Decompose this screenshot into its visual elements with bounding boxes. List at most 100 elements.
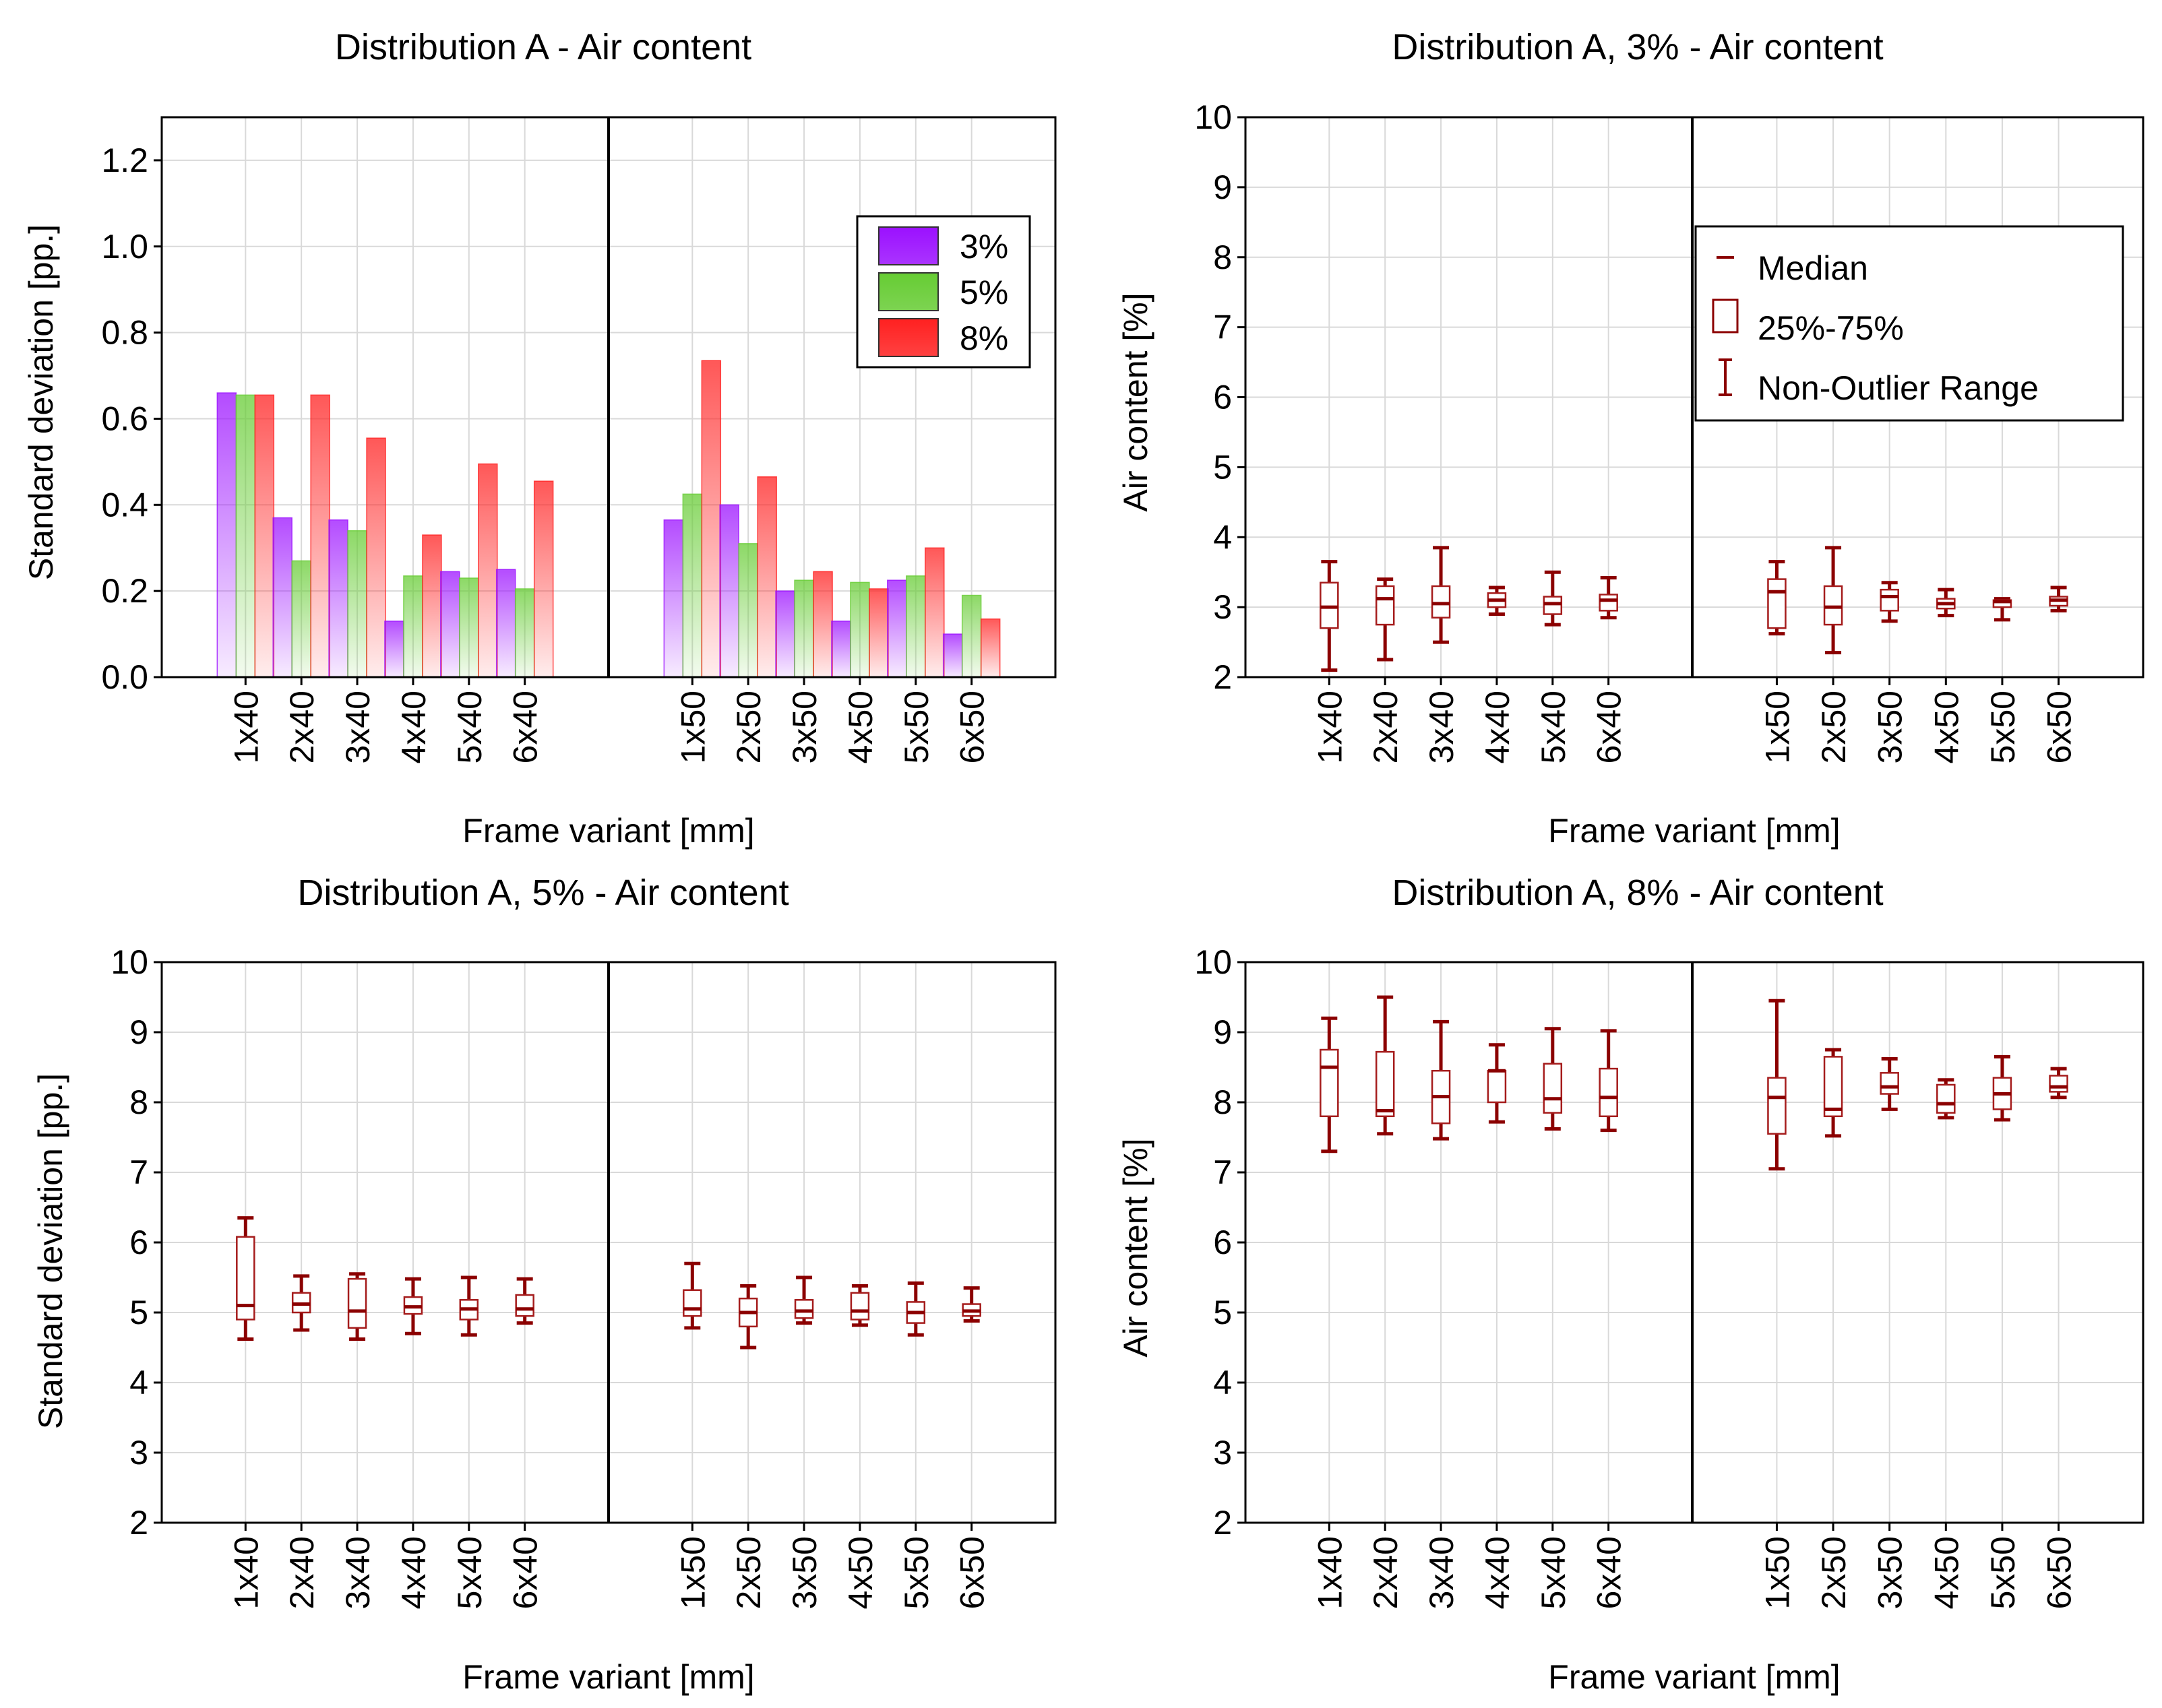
- bar-3pct-5x40: [440, 571, 460, 678]
- bar-8pct-4x40: [422, 534, 442, 678]
- box-legend: Median 25%-75% Non-Outlier Range: [1694, 225, 2124, 422]
- x-tick-label: 4x40: [1479, 1536, 1516, 1609]
- plot-frame: [1244, 961, 2144, 1524]
- x-tick-label: 3x50: [786, 691, 824, 763]
- chart-title: Distribution A, 3% - Air content: [1392, 27, 1883, 67]
- box-6x40: [1599, 1067, 1618, 1118]
- x-tick-label: 1x50: [1758, 1536, 1796, 1609]
- bar-8pct-5x50: [925, 547, 945, 678]
- y-tick-label: 6: [1213, 1224, 1232, 1261]
- box-5x40: [1543, 1063, 1563, 1114]
- y-axis-label: Air content [%]: [1117, 292, 1154, 511]
- bar-3pct-2x40: [272, 517, 292, 678]
- y-tick-label: 4: [1213, 518, 1232, 556]
- bar-5pct-2x40: [291, 560, 311, 678]
- legend-box-icon: [1712, 298, 1739, 334]
- y-tick-label: 10: [111, 943, 148, 981]
- box-4x40: [1487, 1069, 1507, 1104]
- y-axis-label: Air content [%]: [1117, 1138, 1154, 1357]
- box-3x50: [1880, 1072, 1899, 1095]
- bar-8pct-6x40: [533, 480, 554, 678]
- chart-title: Distribution A, 5% - Air content: [297, 873, 789, 913]
- y-tick-label: 5: [129, 1294, 148, 1331]
- x-tick-label: 2x40: [1367, 691, 1404, 763]
- y-tick-label: 3: [1213, 588, 1232, 626]
- x-tick-label: 3x40: [339, 691, 377, 763]
- box-3x40: [1431, 585, 1451, 619]
- x-tick-label: 4x50: [1927, 691, 1965, 763]
- plot-area: 2 3 4 5 6 7 8 9 10 1x40 2x40 3x40 4x40 5x40 6x40 1x50 2x…: [1194, 943, 2144, 1609]
- box-2x50: [1823, 1056, 1843, 1118]
- bar-5pct-4x40: [403, 575, 423, 678]
- x-tick-label: 2x40: [283, 691, 321, 763]
- chart-title: Distribution A - Air content: [335, 27, 751, 67]
- bar-3pct-6x50: [942, 633, 963, 678]
- box-6x40: [1599, 594, 1618, 612]
- bar-3pct-5x50: [887, 579, 907, 678]
- legend-frame: [1694, 225, 2124, 422]
- x-tick-label: 6x50: [2041, 691, 2078, 763]
- x-tick-label: 2x40: [283, 1536, 321, 1609]
- panel-box-3: Distribution A, 3% - Air content 2 3 4 5 6 7 8…: [1117, 27, 2144, 850]
- x-tick-label: 6x50: [954, 1536, 991, 1609]
- plot-frame: [160, 116, 1057, 678]
- x-tick-label: 2x50: [730, 1536, 768, 1609]
- y-tick-label: 3: [1213, 1434, 1232, 1472]
- bar-8pct-1x40: [254, 394, 275, 678]
- x-tick-label: 1x50: [674, 691, 712, 763]
- box-1x40: [1320, 581, 1339, 629]
- x-tick-label: 4x50: [1927, 1536, 1965, 1609]
- x-tick-label: 5x50: [898, 691, 935, 763]
- x-tick-label: 5x40: [451, 691, 489, 763]
- x-tick-label: 1x40: [227, 1536, 265, 1609]
- y-tick-label: 4: [1213, 1364, 1232, 1401]
- x-tick-label: 6x40: [507, 691, 545, 763]
- bar-3pct-4x50: [831, 621, 851, 678]
- y-tick-label: 4: [129, 1364, 148, 1401]
- box-6x40: [515, 1294, 534, 1317]
- bar-3pct-6x40: [495, 569, 516, 678]
- legend-label-5: 5%: [960, 274, 1008, 311]
- plot-frame: [160, 961, 1057, 1524]
- box-4x50: [850, 1292, 870, 1321]
- legend-swatch-8: [878, 318, 939, 357]
- x-tick-label: 3x50: [1872, 1536, 1909, 1609]
- x-tick-label: 3x40: [1423, 691, 1460, 763]
- box-5x40: [1543, 596, 1563, 615]
- x-axis-label: Frame variant [mm]: [1548, 812, 1840, 850]
- bar-legend: 3% 5% 8%: [856, 215, 1031, 369]
- chart-title: Distribution A, 8% - Air content: [1392, 873, 1883, 913]
- bar-3pct-3x40: [328, 519, 348, 678]
- y-tick-label: 8: [1213, 1083, 1232, 1121]
- x-tick-label: 1x40: [1311, 1536, 1349, 1609]
- box-2x40: [1375, 585, 1395, 626]
- panel-bar-chart: Distribution A - Air content 0.00.20.40.…: [22, 27, 1057, 850]
- bar-5pct-3x40: [347, 530, 367, 678]
- y-tick-label: 10: [1194, 943, 1232, 981]
- box-4x50: [1936, 1083, 1956, 1114]
- y-tick-label: 8: [129, 1083, 148, 1121]
- bar-5pct-4x50: [850, 581, 870, 678]
- x-tick-label: 1x50: [1758, 691, 1796, 763]
- y-tick-label: 7: [1213, 1153, 1232, 1191]
- bar-3pct-1x40: [216, 392, 237, 678]
- y-tick-label: 3: [129, 1434, 148, 1472]
- bar-5pct-5x40: [459, 577, 479, 678]
- y-tick-label: 5: [1213, 448, 1232, 486]
- plot-area: 2 3 4 5 6 7 8 9 10 1x40 2x40 3x40 4x40 5x40 6x40 1x50 2x…: [1194, 98, 2144, 763]
- x-tick-label: 5x40: [451, 1536, 489, 1609]
- y-tick-label: 9: [129, 1013, 148, 1051]
- legend-label-8: 8%: [960, 319, 1008, 357]
- panel-box-5: Distribution A, 5% - Air content 2 3 4 5 6 7 8…: [32, 873, 1057, 1696]
- box-3x40: [347, 1277, 367, 1329]
- y-tick-label: 0.0: [101, 658, 148, 696]
- panel-box-8: Distribution A, 8% - Air content 2 3 4 5 6 7 8…: [1117, 873, 2144, 1696]
- legend-label-range: Non-Outlier Range: [1758, 369, 2039, 407]
- x-tick-label: 5x50: [1984, 1536, 2022, 1609]
- bar-5pct-6x50: [961, 594, 982, 678]
- bar-8pct-1x50: [701, 360, 722, 678]
- bar-5pct-2x50: [738, 543, 758, 678]
- legend-swatch-5: [878, 272, 939, 311]
- x-tick-label: 2x50: [1815, 691, 1853, 763]
- y-tick-label: 5: [1213, 1294, 1232, 1331]
